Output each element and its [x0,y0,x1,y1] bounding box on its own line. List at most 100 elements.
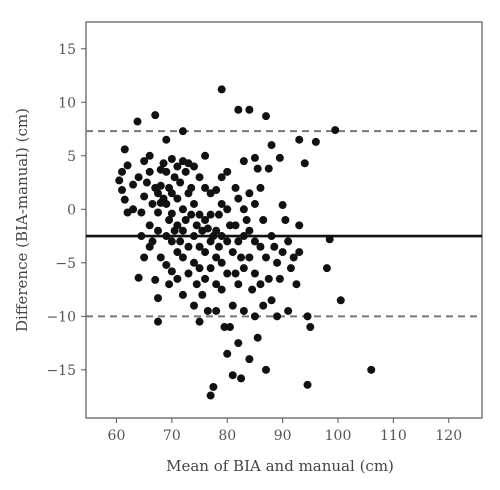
data-point [300,159,309,168]
data-point [145,242,154,251]
data-point [239,232,248,241]
data-point [201,216,210,224]
data-point [286,264,295,273]
data-point [190,232,198,241]
data-point [223,205,232,214]
data-point [228,301,237,310]
data-point [331,126,340,135]
data-point [154,317,162,326]
data-point [178,253,187,262]
data-point [212,186,221,195]
data-point [273,258,282,267]
data-point [217,85,226,94]
y-axis-label: Difference (BIA-manual) (cm) [13,108,31,332]
data-point [123,161,132,170]
data-point [162,260,171,269]
data-point [234,237,243,246]
data-point [184,242,193,251]
data-point [228,371,237,380]
data-point [195,317,204,326]
data-point [217,285,226,294]
data-point [195,264,204,273]
data-point [165,280,174,289]
data-point [190,258,198,267]
data-point [173,162,182,171]
data-point [154,294,162,303]
x-tick-label: 60 [108,428,126,444]
data-point [284,306,293,315]
data-point [181,216,190,224]
x-tick-label: 120 [435,428,462,444]
data-point [212,306,221,315]
data-point [195,210,204,219]
data-point [223,349,232,358]
data-point [178,226,187,235]
data-point [250,153,259,162]
data-point [151,275,160,284]
data-point [118,186,126,195]
data-point [212,280,221,289]
data-point [178,205,187,214]
data-point [239,157,248,166]
data-point [267,141,276,150]
data-point [162,135,171,144]
data-point [234,280,243,289]
data-point [367,365,376,374]
data-point [217,173,226,182]
y-tick-label: 5 [67,149,76,165]
data-points [115,85,376,400]
data-point [214,242,223,251]
data-point [245,253,254,262]
data-point [140,253,149,262]
data-point [262,112,270,121]
data-point [262,365,270,374]
data-point [226,221,234,230]
data-point [303,380,312,389]
data-point [176,178,185,187]
data-point [162,232,171,241]
data-point [195,173,204,182]
data-point [223,269,232,278]
data-point [181,167,190,176]
data-point [167,267,176,276]
data-point [120,195,129,204]
data-point [295,221,304,230]
data-point [154,189,162,198]
data-point [231,269,240,278]
data-point [245,355,254,364]
data-point [118,167,126,176]
data-point [264,164,273,173]
data-point [201,183,210,192]
data-point [256,183,265,192]
data-point [165,216,174,224]
data-point [250,269,259,278]
data-point [295,248,304,257]
data-point [325,235,334,244]
data-point [156,253,165,262]
data-point [173,248,182,257]
x-tick-label: 90 [274,428,292,444]
data-point [167,237,176,246]
y-tick-label: 10 [58,95,76,111]
data-point [336,296,345,305]
data-point [239,306,248,315]
data-point [167,189,176,198]
y-tick-label: −15 [46,363,76,379]
data-point [231,221,240,230]
data-point [223,167,232,176]
data-point [234,105,243,114]
data-point [190,199,198,208]
data-point [195,242,204,251]
y-tick-label: 15 [58,42,76,58]
data-point [281,216,290,224]
data-point [137,208,146,217]
data-point [284,237,293,246]
data-point [262,253,270,262]
data-point [140,157,149,166]
data-point [134,173,143,182]
data-point [234,194,243,203]
data-point [145,167,154,176]
data-point [250,199,259,208]
